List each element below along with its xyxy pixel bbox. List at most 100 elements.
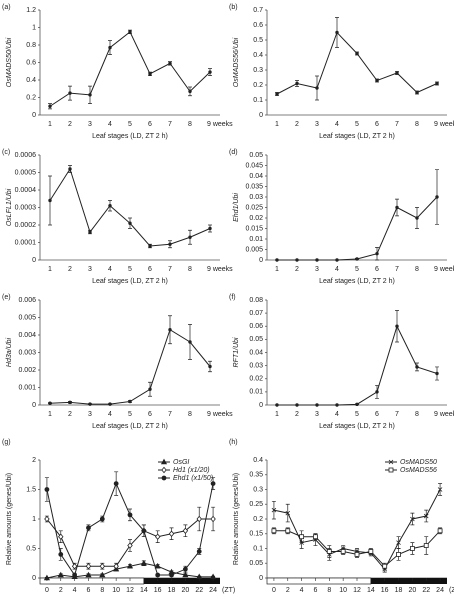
marker bbox=[57, 571, 64, 578]
marker bbox=[375, 78, 379, 83]
y-tick-label: 0.005 bbox=[18, 314, 36, 321]
marker bbox=[368, 549, 374, 554]
y-tick-label: 0.006 bbox=[18, 297, 36, 304]
x-axis-label: Leaf stages (LD, ZT 2 h) bbox=[92, 278, 168, 285]
y-tick-label: 0.04 bbox=[249, 173, 263, 180]
y-tick-label: 0.3 bbox=[253, 67, 263, 74]
light-period bbox=[39, 577, 145, 585]
legend-label: Hd1 (x1/20) bbox=[173, 467, 210, 474]
y-tick-label: 0.4 bbox=[26, 77, 36, 84]
marker bbox=[275, 403, 279, 407]
marker bbox=[141, 528, 147, 534]
x-tick-label: 7 bbox=[168, 266, 172, 273]
y-tick-label: 0.05 bbox=[249, 560, 263, 567]
marker bbox=[285, 528, 291, 534]
x-axis-label: Leaf stages (LD, ZT 2 h) bbox=[319, 278, 395, 285]
marker bbox=[148, 387, 152, 391]
marker bbox=[285, 510, 291, 516]
y-tick-label: 0.07 bbox=[249, 310, 263, 317]
x-tick-label: 12 bbox=[126, 587, 134, 594]
y-tick-label: 0.15 bbox=[249, 531, 263, 538]
y-axis-label: OsMADS56/Ubi bbox=[233, 37, 240, 87]
x-tick-label: 1 bbox=[48, 411, 52, 418]
x-tick-label: 6 bbox=[148, 266, 152, 273]
x-tick-label: 0 bbox=[272, 587, 276, 594]
marker bbox=[88, 93, 92, 97]
y-tick-label: 0.0002 bbox=[15, 222, 37, 229]
marker bbox=[68, 167, 72, 171]
x-tick-label: 5 bbox=[128, 411, 132, 418]
y-tick-label: 0.025 bbox=[245, 204, 263, 211]
marker bbox=[161, 475, 167, 481]
x-tick-label: 2 bbox=[59, 587, 63, 594]
marker bbox=[435, 371, 439, 376]
x-tick-label: 1 bbox=[275, 121, 279, 128]
x-tick-label: 6 bbox=[375, 411, 379, 418]
y-tick-label: 0 bbox=[32, 257, 36, 264]
y-tick-label: 0.0003 bbox=[15, 204, 37, 211]
marker bbox=[415, 216, 419, 220]
x-tick-label: 6 bbox=[148, 411, 152, 418]
x-tick-label: 2 bbox=[68, 121, 72, 128]
marker bbox=[208, 70, 212, 74]
marker bbox=[86, 525, 91, 531]
marker bbox=[275, 92, 279, 96]
marker bbox=[148, 244, 152, 248]
y-tick-label: 0.35 bbox=[249, 472, 263, 479]
x-tick-label: 1 bbox=[275, 266, 279, 273]
marker bbox=[108, 402, 112, 406]
x-unit: (ZT) bbox=[449, 587, 454, 594]
marker bbox=[410, 516, 415, 522]
y-tick-label: 0.08 bbox=[249, 297, 263, 304]
x-tick-label: 8 bbox=[415, 121, 419, 128]
panel-label: (e) bbox=[2, 294, 11, 301]
marker bbox=[315, 403, 319, 407]
x-tick-label: 24 bbox=[209, 587, 217, 594]
light-period bbox=[266, 577, 372, 585]
y-tick-label: 0.03 bbox=[249, 362, 263, 369]
y-tick-label: 0.25 bbox=[249, 501, 263, 508]
marker bbox=[168, 242, 172, 246]
marker bbox=[72, 572, 78, 578]
y-axis-label: Relative amounts (genes/Ubi) bbox=[6, 473, 13, 565]
marker bbox=[154, 533, 161, 540]
x-tick-label: 6 bbox=[375, 266, 379, 273]
x-tick-label: 14 bbox=[140, 587, 148, 594]
series-line bbox=[276, 31, 438, 95]
x-tick-label: 7 bbox=[395, 411, 399, 418]
y-tick-label: 0.015 bbox=[245, 225, 263, 232]
y-tick-label: 0.02 bbox=[249, 376, 263, 383]
x-tick-label: 4 bbox=[300, 587, 304, 594]
x-tick-label: 2 bbox=[295, 266, 299, 273]
marker bbox=[396, 540, 401, 545]
marker bbox=[388, 459, 394, 465]
marker bbox=[108, 45, 112, 50]
legend-label: Ehd1 (x1/50) bbox=[173, 475, 213, 482]
y-axis-label: Hd3a/Ubi bbox=[6, 337, 13, 367]
marker bbox=[113, 481, 119, 487]
x-tick-label: 3 bbox=[315, 266, 319, 273]
marker bbox=[155, 572, 161, 578]
x-tick-label: 7 bbox=[168, 411, 172, 418]
marker bbox=[382, 563, 388, 569]
x-tick-label: 2 bbox=[295, 411, 299, 418]
y-tick-label: 0 bbox=[32, 112, 36, 119]
x-tick-label: 7 bbox=[395, 121, 399, 128]
y-axis-label: OsLFL1/Ubi bbox=[6, 188, 13, 226]
dark-period bbox=[370, 578, 447, 584]
marker bbox=[48, 104, 52, 108]
x-tick-label: 2 bbox=[68, 411, 72, 418]
marker bbox=[168, 328, 172, 332]
y-tick-label: 0.6 bbox=[253, 22, 263, 29]
marker bbox=[210, 515, 216, 523]
x-tick-label: 6 bbox=[148, 121, 152, 128]
y-tick-label: 0.004 bbox=[18, 332, 36, 339]
x-tick-label: 9 weeks bbox=[434, 121, 454, 128]
x-tick-label: 5 bbox=[128, 266, 132, 273]
y-tick-label: 0.4 bbox=[253, 52, 263, 59]
x-tick-label: 8 bbox=[188, 266, 192, 273]
marker bbox=[299, 534, 305, 540]
marker bbox=[295, 258, 299, 262]
marker bbox=[275, 258, 279, 262]
marker bbox=[209, 573, 217, 580]
